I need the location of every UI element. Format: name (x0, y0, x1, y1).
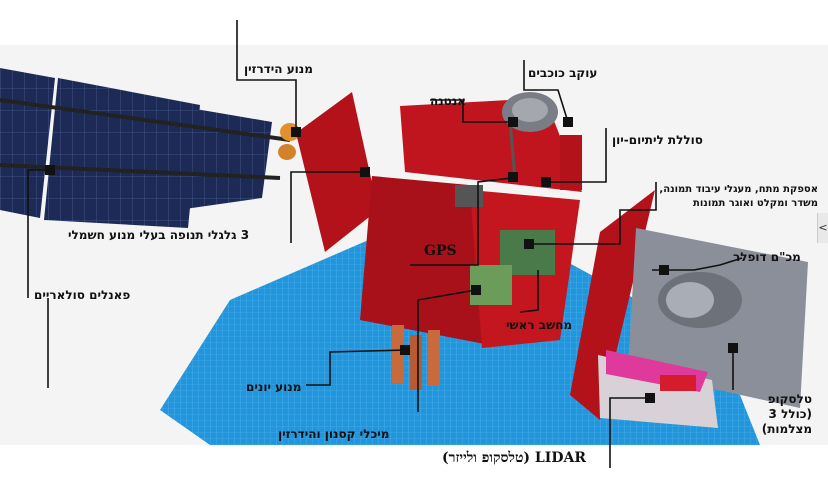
label-telescope: טלסקופ (כולל 3 מצלמות) (761, 392, 812, 436)
doppler-radar-part (628, 228, 808, 408)
label-xenon-hydrazine-tank: מיכלי קסנון והידרזין (278, 427, 390, 441)
label-hydrazine-engine: מנוע הידרזין (244, 62, 313, 76)
label-lidar: LIDAR (טלסקופ ולייזר) (442, 450, 586, 466)
label-doppler-radar: מכ"ם דופלר (733, 250, 801, 264)
leader-lines (27, 20, 743, 468)
label-antenna: אנטנה (430, 94, 467, 108)
red-wing-right (570, 190, 655, 420)
label-main-computer: מחשב ראשי (506, 318, 573, 332)
label-ion-engine: מנוע יונים (246, 380, 302, 394)
side-tab[interactable]: < (817, 213, 828, 243)
main-body (360, 176, 490, 345)
gps-box (455, 185, 483, 207)
star-tracker-housing (560, 135, 582, 190)
lidar-part (598, 350, 718, 428)
leader-markers (45, 117, 738, 403)
label-li-ion-battery: סוללת ליתיום-יון (612, 133, 703, 147)
label-reaction-wheels: 3 גלגלי תנופה בעלי מנוע חשמלי (68, 228, 250, 242)
label-star-tracker: עוקב כוכבים (528, 66, 598, 80)
label-gps: GPS (424, 243, 457, 259)
ion-engine-part (392, 325, 440, 390)
solar-panel-array (0, 68, 291, 228)
label-power-supply: אספקת מתח, מעגלי עיבוד תמונה, משדר ומקלט… (659, 184, 818, 209)
label-solar-panels: פאנלים סולאריים (34, 288, 131, 302)
